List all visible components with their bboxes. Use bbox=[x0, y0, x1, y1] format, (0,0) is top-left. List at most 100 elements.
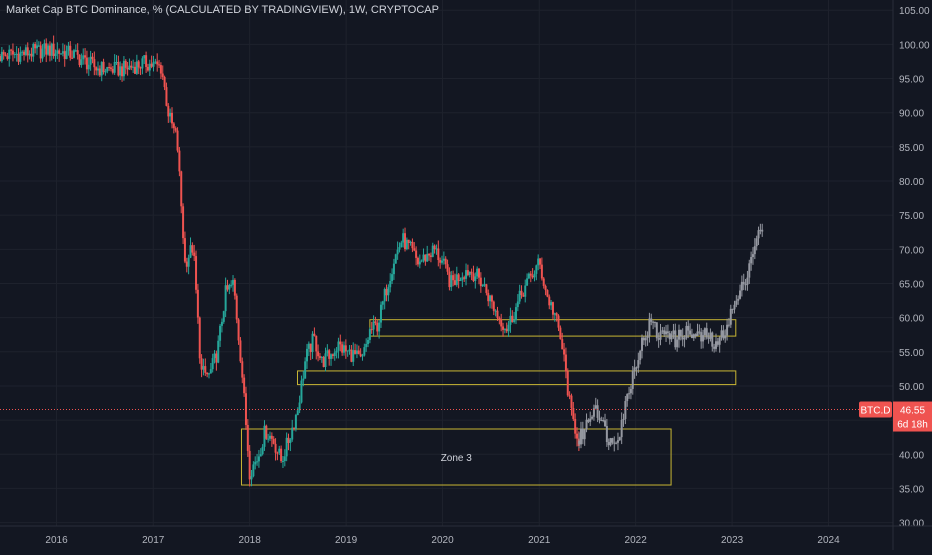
candle-body bbox=[748, 263, 751, 278]
candle-body bbox=[489, 295, 492, 302]
candle bbox=[326, 344, 329, 357]
candle-body bbox=[557, 315, 560, 328]
candle-body bbox=[668, 333, 671, 340]
projection-candle bbox=[598, 410, 601, 424]
candle-body bbox=[689, 330, 692, 335]
candle-body bbox=[539, 258, 542, 265]
candle-body bbox=[537, 258, 540, 266]
candle bbox=[19, 46, 22, 65]
candle-body bbox=[60, 53, 63, 55]
candle bbox=[359, 348, 362, 358]
candle bbox=[195, 250, 198, 294]
candle bbox=[285, 432, 288, 462]
candle-body bbox=[724, 335, 727, 339]
candle bbox=[95, 66, 98, 76]
candle bbox=[191, 242, 194, 256]
candle bbox=[230, 280, 233, 288]
candle-body bbox=[487, 292, 490, 302]
y-tick-label: 35.00 bbox=[899, 484, 924, 495]
candle-body bbox=[381, 301, 384, 305]
candle bbox=[145, 51, 148, 73]
candle-body bbox=[657, 338, 660, 340]
projection-candle bbox=[583, 429, 586, 446]
y-tick-label: 85.00 bbox=[899, 143, 924, 154]
candle-body bbox=[509, 315, 512, 325]
projection-candle bbox=[672, 323, 675, 339]
candle-body bbox=[72, 50, 75, 58]
candle-body bbox=[383, 289, 386, 302]
candle bbox=[328, 348, 331, 366]
candle-body bbox=[0, 56, 1, 62]
candle-body bbox=[163, 76, 166, 88]
candle-body bbox=[98, 68, 101, 76]
candle-body bbox=[637, 360, 640, 368]
candle-body bbox=[404, 233, 407, 250]
candle-body bbox=[396, 249, 399, 255]
candle bbox=[348, 345, 351, 355]
candle-body bbox=[28, 53, 31, 56]
candle bbox=[34, 41, 37, 54]
candle bbox=[342, 341, 345, 356]
candle bbox=[21, 50, 24, 56]
candle bbox=[224, 277, 227, 318]
candle-body bbox=[570, 395, 573, 408]
candle bbox=[394, 253, 397, 264]
candle bbox=[71, 50, 74, 60]
projection-candle bbox=[679, 329, 682, 341]
candle-body bbox=[10, 49, 13, 51]
projection-candle bbox=[685, 321, 688, 340]
candle-body bbox=[156, 61, 159, 65]
candle-body bbox=[121, 66, 124, 77]
candle-body bbox=[727, 324, 730, 326]
candle-body bbox=[683, 338, 686, 340]
candle-body bbox=[352, 350, 355, 362]
projection-candle bbox=[753, 238, 756, 260]
candle bbox=[463, 275, 466, 282]
candle-body bbox=[670, 334, 673, 340]
candle-body bbox=[281, 460, 284, 462]
projection-candle bbox=[657, 332, 660, 348]
candle bbox=[23, 49, 26, 61]
candle bbox=[254, 456, 257, 470]
projection-candle bbox=[731, 308, 734, 314]
x-tick-label: 2022 bbox=[625, 535, 648, 546]
projection-candle bbox=[718, 336, 721, 353]
candle bbox=[48, 41, 51, 62]
candle-body bbox=[444, 258, 447, 265]
candle bbox=[169, 108, 172, 123]
candle bbox=[389, 273, 392, 293]
candle-body bbox=[26, 47, 29, 56]
candle-body bbox=[139, 67, 142, 69]
candle bbox=[170, 107, 173, 129]
candle bbox=[243, 374, 246, 397]
candle-body bbox=[69, 45, 72, 58]
projection-candle bbox=[639, 349, 642, 365]
price-tag-value: 46.55 bbox=[900, 406, 925, 417]
candle bbox=[10, 48, 13, 56]
candle bbox=[355, 344, 358, 359]
candle-body bbox=[106, 66, 109, 72]
candle-body bbox=[183, 238, 186, 262]
candle bbox=[298, 395, 301, 414]
candle-body bbox=[450, 275, 453, 288]
zone-layer: Zone 3 bbox=[240, 319, 737, 486]
candle-layer bbox=[0, 35, 764, 487]
candle-body bbox=[594, 405, 597, 409]
projection-candle bbox=[579, 421, 582, 449]
candle bbox=[455, 266, 458, 287]
candle bbox=[159, 62, 162, 79]
candle-body bbox=[113, 62, 116, 73]
candle bbox=[108, 62, 111, 71]
candle bbox=[302, 370, 305, 387]
candle-body bbox=[626, 394, 629, 402]
candle bbox=[246, 419, 249, 457]
candle-body bbox=[418, 261, 421, 265]
candle-body bbox=[285, 437, 288, 457]
candle-body bbox=[476, 268, 479, 277]
candle-body bbox=[629, 388, 632, 394]
candle bbox=[61, 43, 64, 57]
candle-body bbox=[170, 112, 173, 124]
candle bbox=[8, 45, 11, 67]
y-tick-label: 55.00 bbox=[899, 348, 924, 359]
candle bbox=[402, 228, 405, 248]
